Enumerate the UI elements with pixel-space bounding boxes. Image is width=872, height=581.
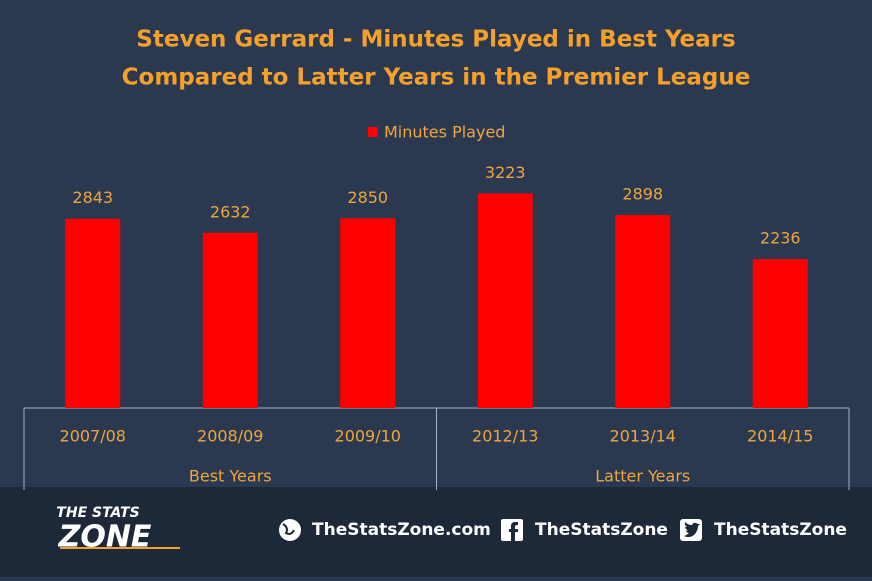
bar (340, 218, 396, 408)
logo-text: THE STATS (56, 505, 139, 521)
bar (65, 218, 121, 408)
legend-label: Minutes Played (384, 123, 505, 142)
group-label: Best Years (189, 467, 272, 486)
chart-title: Steven Gerrard - Minutes Played in Best … (136, 27, 735, 53)
data-label: 2843 (72, 188, 113, 207)
x-tick-label: 2009/10 (335, 427, 401, 446)
data-label: 2898 (622, 185, 663, 204)
data-label: 3223 (485, 163, 526, 182)
bar (752, 259, 808, 408)
data-label: 2632 (210, 202, 251, 221)
chart-title: Compared to Latter Years in the Premier … (122, 65, 751, 91)
twitter-icon (680, 519, 702, 541)
chart-background (0, 0, 872, 487)
web-icon (279, 519, 301, 541)
logo-text: ZONE (58, 520, 152, 555)
x-tick-label: 2012/13 (472, 427, 538, 446)
facebook-icon (501, 519, 523, 541)
x-tick-label: 2013/14 (610, 427, 676, 446)
footer-background (0, 487, 872, 577)
x-tick-label: 2014/15 (747, 427, 813, 446)
twitter-link[interactable]: TheStatsZone (714, 520, 847, 540)
x-tick-label: 2008/09 (197, 427, 263, 446)
legend-swatch (368, 127, 378, 137)
bar (477, 193, 533, 408)
website-link[interactable]: TheStatsZone.com (312, 520, 491, 540)
logo: THE STATS ZONE (56, 505, 180, 555)
bar (202, 232, 258, 408)
bar (615, 215, 671, 408)
data-label: 2850 (347, 188, 388, 207)
group-label: Latter Years (595, 467, 690, 486)
x-tick-label: 2007/08 (60, 427, 126, 446)
data-label: 2236 (760, 229, 801, 248)
facebook-link[interactable]: TheStatsZone (535, 520, 668, 540)
